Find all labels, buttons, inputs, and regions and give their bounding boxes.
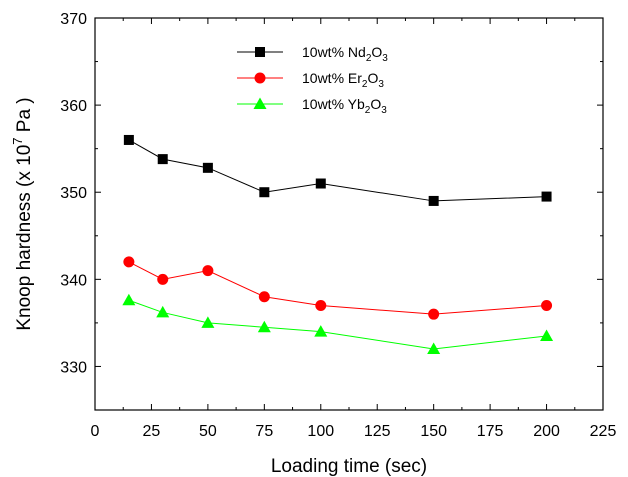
y-tick-label: 350 xyxy=(60,185,87,202)
legend-label-part: 10wt% Nd xyxy=(302,44,366,60)
series-layer xyxy=(122,134,554,355)
data-point xyxy=(541,299,553,311)
y-tick-label: 340 xyxy=(60,272,87,289)
y-axis-ticks: 330 340 350 360 370 xyxy=(60,11,603,411)
x-tick-label: 200 xyxy=(533,423,560,440)
data-point xyxy=(201,316,215,328)
data-point xyxy=(257,320,271,333)
data-point xyxy=(202,265,214,277)
legend-label-part: 10wt% Er xyxy=(302,70,362,86)
x-axis-ticks: 0 25 50 75 100 125 150 175 200 225 xyxy=(91,18,617,440)
legend-marker xyxy=(253,97,267,109)
data-point xyxy=(541,191,552,202)
legend-label-part: 10wt% Yb xyxy=(302,96,365,112)
series-line xyxy=(128,299,547,350)
data-point xyxy=(258,291,270,303)
legend-label: 10wt% Er2O3 xyxy=(302,70,384,90)
y-axis-title-post: Pa ) xyxy=(14,97,35,137)
series-3 xyxy=(122,293,554,355)
data-point xyxy=(259,187,270,198)
x-tick-label: 75 xyxy=(255,423,273,440)
data-point xyxy=(123,134,134,145)
y-tick-label: 330 xyxy=(60,359,87,376)
series-line xyxy=(128,261,547,315)
legend-entry-2: 10wt% Er2O3 xyxy=(237,70,384,90)
legend-marker xyxy=(254,72,266,84)
data-point xyxy=(156,305,170,318)
data-point xyxy=(428,195,439,206)
x-tick-label: 100 xyxy=(307,423,334,440)
data-point xyxy=(315,299,327,311)
legend-label: 10wt% Yb2O3 xyxy=(302,96,387,116)
data-point xyxy=(540,329,554,341)
data-point xyxy=(314,325,328,337)
y-axis-title-exp: 7 xyxy=(10,137,25,144)
y-tick-label: 370 xyxy=(60,11,87,28)
legend-label-part: O xyxy=(371,44,382,60)
y-tick-label: 360 xyxy=(60,98,87,115)
y-axis-title: Knoop hardness (x 107 Pa ) xyxy=(10,97,35,330)
x-tick-label: 175 xyxy=(477,423,504,440)
series-line xyxy=(128,139,547,202)
data-point xyxy=(428,308,440,320)
legend-entry-3: 10wt% Yb2O3 xyxy=(237,96,387,116)
x-tick-label: 25 xyxy=(143,423,161,440)
legend-label-subscript: 3 xyxy=(378,79,384,90)
y-axis-title-pre: Knoop hardness (x 10 xyxy=(14,145,35,331)
data-point xyxy=(315,178,326,189)
data-point xyxy=(157,154,168,165)
legend-label-subscript: 2 xyxy=(365,105,371,116)
legend-label-subscript: 2 xyxy=(362,79,368,90)
data-point xyxy=(157,273,169,285)
legend-entry-1: 10wt% Nd2O3 xyxy=(237,44,388,64)
series-1 xyxy=(123,134,552,206)
legend-marker xyxy=(255,47,265,57)
x-tick-label: 150 xyxy=(420,423,447,440)
legend-label-part: O xyxy=(367,70,378,86)
legend-label-subscript: 3 xyxy=(382,53,388,64)
legend-label-subscript: 3 xyxy=(381,105,387,116)
legend-label-subscript: 2 xyxy=(366,53,372,64)
series-2 xyxy=(123,256,553,320)
data-point xyxy=(122,293,136,306)
legend-label: 10wt% Nd2O3 xyxy=(302,44,388,64)
x-tick-label: 125 xyxy=(364,423,391,440)
legend-label-part: O xyxy=(370,96,381,112)
data-point xyxy=(427,342,441,355)
data-point xyxy=(202,162,213,173)
x-tick-label: 225 xyxy=(590,423,617,440)
x-tick-label: 50 xyxy=(199,423,217,440)
x-tick-label: 0 xyxy=(91,423,100,440)
x-axis-title: Loading time (sec) xyxy=(271,456,427,477)
data-point xyxy=(123,256,135,268)
